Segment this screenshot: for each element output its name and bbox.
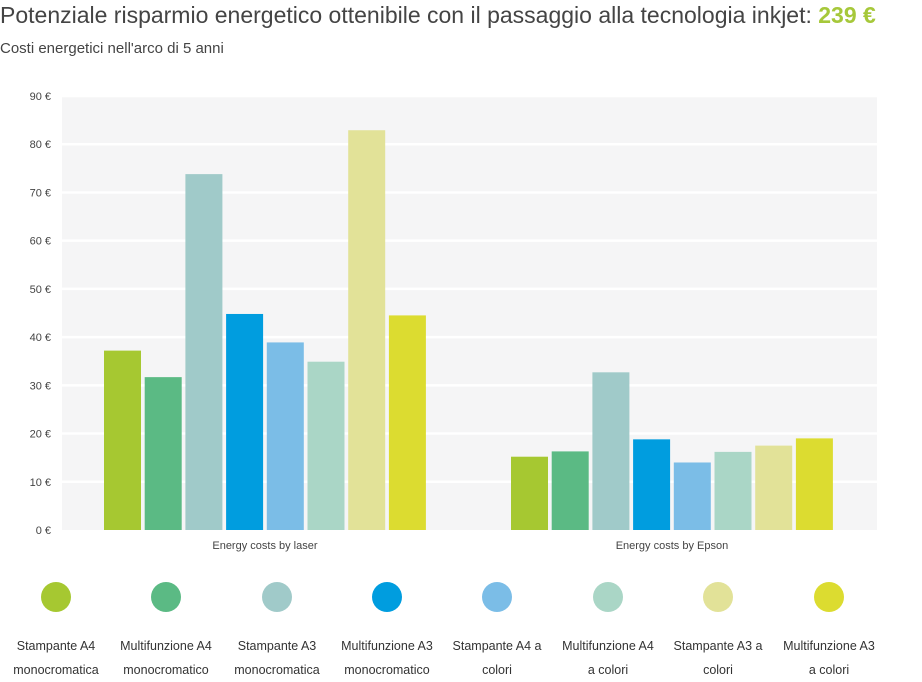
legend-label-line: Multifunzione A4	[562, 639, 654, 653]
chart-subtitle: Costi energetici nell'arco di 5 anni	[0, 40, 224, 57]
legend-swatch	[372, 582, 402, 612]
x-axis: Energy costs by laser Energy costs by Eps…	[212, 540, 728, 552]
legend-label-line: colori	[482, 663, 512, 677]
y-tick-label: 30 €	[30, 380, 51, 392]
legend-swatch	[262, 582, 292, 612]
legend-label-line: Multifunzione A4	[120, 639, 212, 653]
x-category-label: Energy costs by Epson	[616, 540, 729, 552]
legend-label: Stampante A3 a colori	[663, 634, 773, 682]
y-tick-label: 40 €	[30, 332, 51, 344]
y-tick-label: 50 €	[30, 284, 51, 296]
legend-label-line: Stampante A3 a	[673, 639, 763, 653]
legend-label: Stampante A4 monocromatica	[1, 634, 111, 682]
legend-label: Stampante A3 monocromatica	[222, 634, 332, 682]
y-axis: 0 € 10 € 20 € 30 € 40 € 50 € 60 € 70 € 80 € 90 €	[30, 91, 51, 537]
legend-item[interactable]: Stampante A3 a colori	[663, 582, 773, 682]
legend-swatch	[814, 582, 844, 612]
legend-label-line: monocromatico	[344, 663, 430, 677]
bar[interactable]	[592, 372, 630, 530]
legend-label-line: Multifunzione A3	[783, 639, 875, 653]
legend-swatch	[41, 582, 71, 612]
legend-label: Multifunzione A3 monocromatico	[332, 634, 442, 682]
legend: Stampante A4 monocromatica Multifunzione A…	[0, 582, 922, 680]
legend-item[interactable]: Multifunzione A4 a colori	[553, 582, 663, 682]
bar[interactable]	[348, 130, 386, 530]
legend-item[interactable]: Stampante A4 monocromatica	[1, 582, 111, 682]
legend-label-line: a colori	[587, 663, 629, 677]
legend-label-line: Multifunzione A3	[341, 639, 433, 653]
bar[interactable]	[388, 315, 426, 530]
legend-label: Multifunzione A4 a colori	[553, 634, 663, 682]
y-tick-label: 90 €	[30, 91, 51, 103]
legend-swatch	[593, 582, 623, 612]
bar[interactable]	[144, 377, 182, 530]
x-category-label: Energy costs by laser	[212, 540, 317, 552]
legend-item[interactable]: Multifunzione A3 a colori	[774, 582, 884, 682]
savings-amount: 239 €	[818, 2, 876, 28]
legend-label: Multifunzione A3 a colori	[774, 634, 884, 682]
legend-item[interactable]: Multifunzione A3 monocromatico	[332, 582, 442, 682]
legend-label-line: monocromatico	[123, 663, 209, 677]
bar[interactable]	[714, 451, 752, 530]
legend-swatch	[482, 582, 512, 612]
bars	[104, 130, 833, 530]
bar[interactable]	[673, 462, 711, 530]
bar[interactable]	[307, 361, 345, 530]
y-tick-label: 60 €	[30, 236, 51, 248]
bar[interactable]	[633, 439, 671, 530]
y-tick-label: 0 €	[36, 525, 51, 537]
legend-label-line: Stampante A3	[237, 639, 317, 653]
legend-label-line: monocromatica	[234, 663, 320, 677]
legend-label-line: monocromatica	[13, 663, 99, 677]
y-tick-label: 20 €	[30, 429, 51, 441]
legend-swatch	[703, 582, 733, 612]
bar[interactable]	[185, 174, 223, 530]
plot-area	[62, 96, 877, 530]
bar[interactable]	[551, 451, 589, 530]
legend-item[interactable]: Multifunzione A4 monocromatico	[111, 582, 221, 682]
legend-item[interactable]: Stampante A3 monocromatica	[222, 582, 332, 682]
legend-label-line: Stampante A4	[16, 639, 96, 653]
bar[interactable]	[511, 456, 548, 530]
legend-swatch	[151, 582, 181, 612]
legend-label-line: a colori	[808, 663, 850, 677]
legend-label-line: colori	[703, 663, 733, 677]
bar[interactable]	[226, 313, 264, 530]
legend-label: Stampante A4 a colori	[442, 634, 552, 682]
y-tick-label: 80 €	[30, 139, 51, 151]
bar[interactable]	[795, 438, 833, 530]
legend-label-line: Stampante A4 a	[452, 639, 542, 653]
bar[interactable]	[755, 445, 793, 530]
title-text: Potenziale risparmio energetico ottenibi…	[0, 2, 812, 28]
page-title: Potenziale risparmio energetico ottenibi…	[0, 2, 876, 29]
bar[interactable]	[104, 350, 141, 530]
y-tick-label: 10 €	[30, 477, 51, 489]
legend-item[interactable]: Stampante A4 a colori	[442, 582, 552, 682]
bar[interactable]	[266, 342, 304, 530]
y-tick-label: 70 €	[30, 187, 51, 199]
bar-chart: 0 €10 €20 €30 €40 €50 €60 €70 €80 €90 € …	[29, 91, 877, 552]
legend-label: Multifunzione A4 monocromatico	[111, 634, 221, 682]
